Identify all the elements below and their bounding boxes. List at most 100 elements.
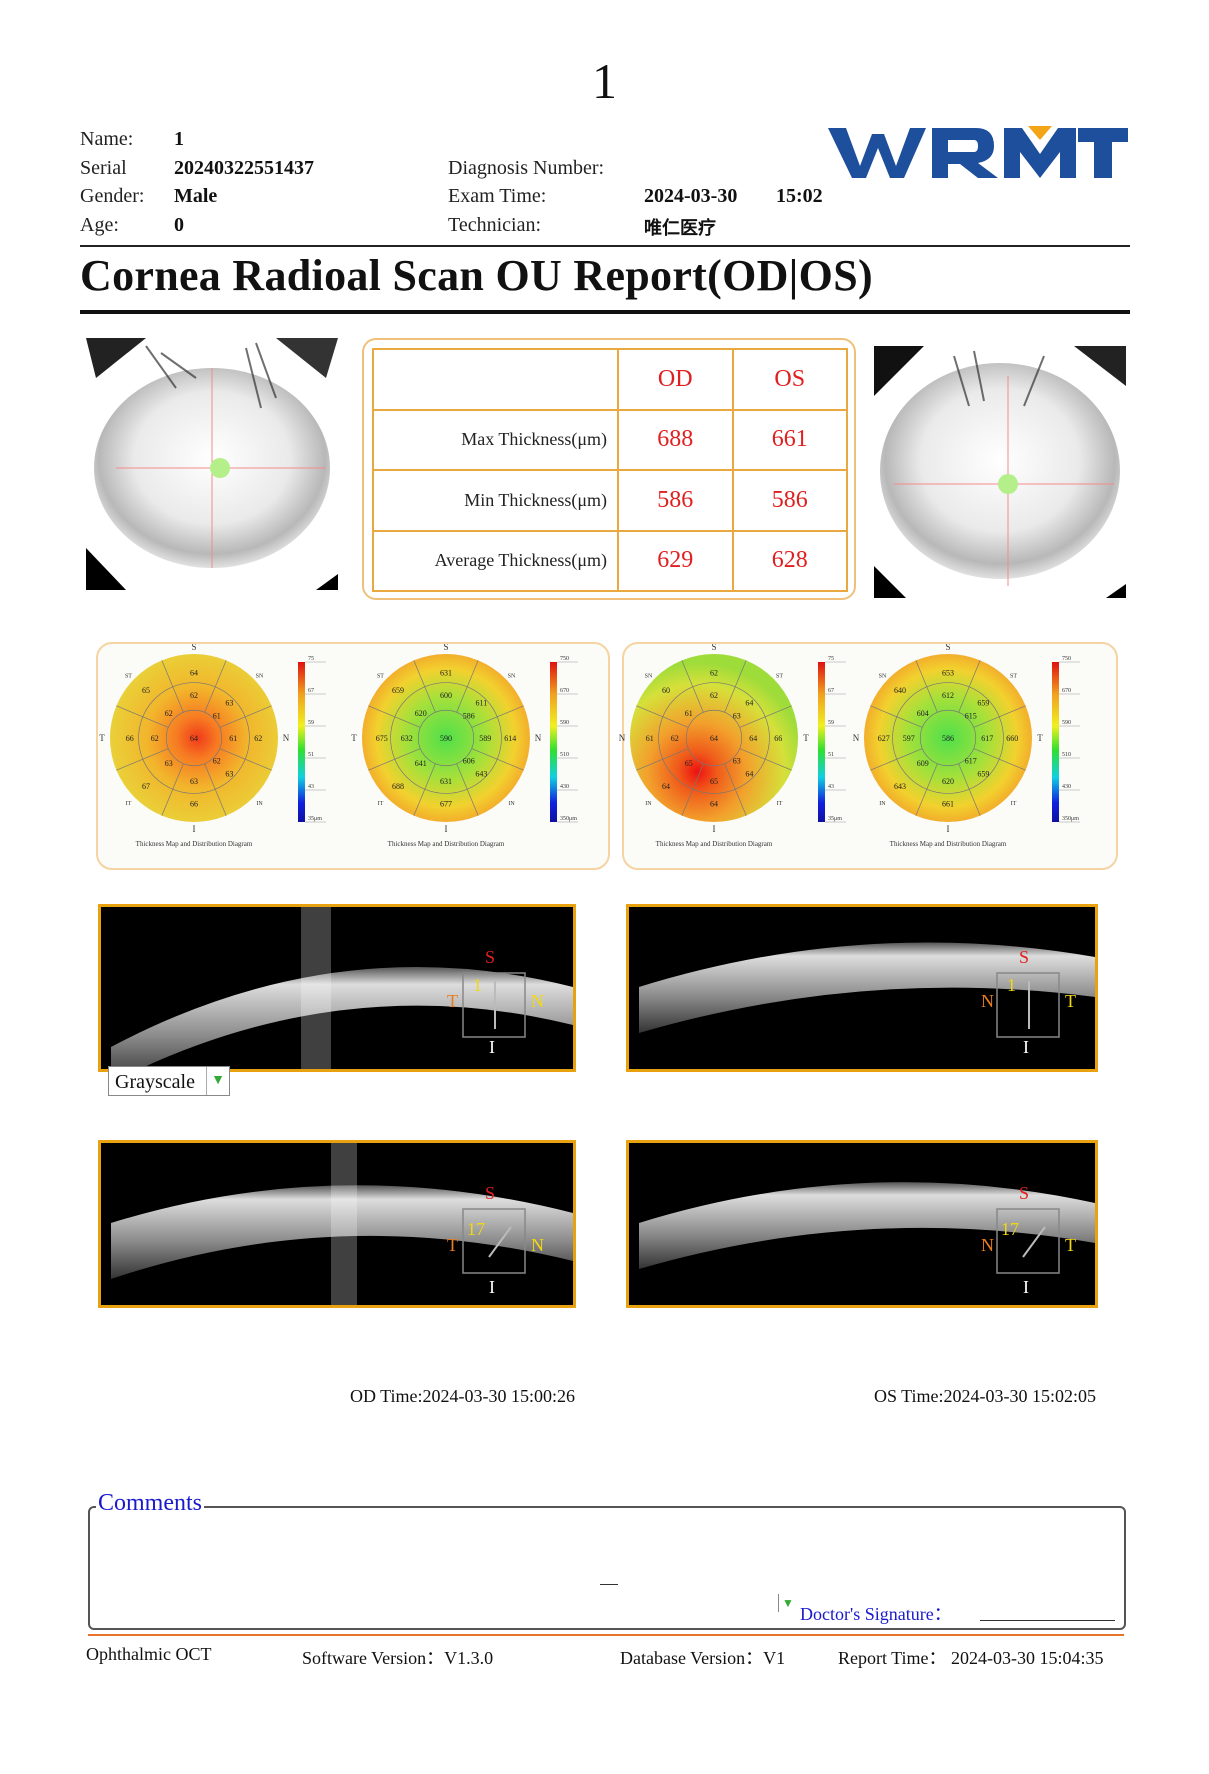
map-value: 609	[917, 759, 929, 768]
map-value: 620	[415, 709, 427, 718]
map-value: 615	[965, 711, 977, 720]
scale-label: 430	[560, 784, 569, 790]
report-title: Cornea Radioal Scan OU Report(OD|OS)	[80, 251, 873, 300]
scale-label: 510	[1062, 752, 1071, 758]
map-spoke	[116, 705, 169, 728]
map-ring	[165, 709, 223, 767]
map-caption: Thickness Map and Distribution Diagram	[656, 840, 773, 848]
map-value: 643	[894, 782, 906, 791]
name-label: Name:	[80, 128, 134, 150]
map-value: 61	[229, 734, 237, 743]
map-caption: Thickness Map and Distribution Diagram	[136, 840, 253, 848]
map-value: 62	[190, 691, 198, 700]
map-value: 61	[646, 734, 654, 743]
scale-label: 43	[828, 784, 834, 790]
od2-s: S	[485, 1183, 495, 1203]
map-spoke	[161, 763, 184, 816]
map-value: 64	[190, 668, 198, 677]
col-od: OD	[617, 348, 734, 411]
map-value: 66	[126, 734, 134, 743]
map-disk	[630, 654, 798, 822]
map-value: 66	[190, 800, 198, 809]
map-quad: ST	[776, 674, 783, 680]
map-value: 62	[165, 709, 173, 718]
od-total-thickness-map	[362, 654, 578, 823]
scale-label: 67	[308, 688, 314, 694]
map-quad: IT	[126, 801, 132, 807]
map-spoke	[204, 763, 227, 816]
min-thickness-os: 586	[731, 469, 848, 532]
os2-i: I	[1023, 1277, 1029, 1297]
min-thickness-od: 586	[617, 469, 734, 532]
od-epi-thickness-map	[110, 654, 326, 823]
map-value: 62	[710, 691, 718, 700]
scale-label: 51	[308, 752, 314, 758]
map-value: 63	[165, 759, 173, 768]
map-dir-left: N	[853, 733, 860, 743]
signature-line[interactable]	[980, 1620, 1115, 1621]
scale-label: 590	[560, 720, 569, 726]
scale-label: 750	[560, 656, 569, 662]
map-dir-i: I	[713, 824, 716, 834]
page-number: 1	[592, 53, 617, 109]
map-value: 606	[463, 757, 475, 766]
map-value: 643	[475, 769, 487, 778]
map-spoke	[915, 660, 938, 713]
od2-index: 17	[467, 1219, 485, 1239]
map-value: 611	[475, 699, 487, 708]
diagnosis-label: Diagnosis Number:	[448, 157, 605, 179]
patient-age: 0	[174, 214, 184, 236]
signature-dropdown-icon[interactable]: ▼	[778, 1594, 797, 1612]
map-value: 617	[965, 757, 977, 766]
os-enface-image	[874, 346, 1126, 598]
map-dir-right: N	[535, 733, 542, 743]
color-scale-bar	[818, 662, 825, 822]
exam-time: 15:02	[776, 185, 823, 207]
technician: 唯仁医疗	[644, 218, 716, 239]
dropdown-arrow-icon[interactable]: ▼	[206, 1067, 229, 1095]
map-spoke	[973, 705, 1026, 728]
map-spoke	[958, 660, 981, 713]
map-value: 632	[401, 734, 413, 743]
map-ring	[658, 682, 770, 794]
technician-label: Technician:	[448, 214, 541, 236]
avg-thickness-od: 629	[617, 529, 734, 592]
map-ring	[417, 709, 475, 767]
map-dir-s: S	[191, 644, 196, 652]
map-spoke	[219, 748, 272, 771]
max-thickness-label: Max Thickness(μm)	[372, 408, 619, 471]
map-spoke	[456, 763, 479, 816]
map-value: 63	[733, 757, 741, 766]
display-mode-select[interactable]: Grayscale ▼	[108, 1066, 230, 1096]
map-value: 659	[977, 769, 989, 778]
map-quad: ST	[1010, 674, 1017, 680]
map-value: 600	[440, 691, 452, 700]
map-spoke	[413, 660, 436, 713]
map-quad: ST	[125, 674, 132, 680]
map-value: 63	[225, 699, 233, 708]
map-dir-left: T	[99, 733, 105, 743]
map-value: 64	[745, 769, 753, 778]
od1-i: I	[489, 1037, 495, 1057]
footer-software: Software Version：V1.3.0	[302, 1648, 494, 1668]
map-value: 659	[392, 686, 404, 695]
map-value: 631	[440, 668, 452, 677]
map-spoke	[413, 763, 436, 816]
od2-n: N	[531, 1235, 544, 1255]
age-label: Age:	[80, 214, 119, 236]
scale-label: 670	[560, 688, 569, 694]
max-thickness-od: 688	[617, 408, 734, 471]
map-value: 61	[213, 711, 221, 720]
scale-label: 43	[308, 784, 314, 790]
map-value: 62	[710, 668, 718, 677]
map-spoke	[219, 705, 272, 728]
map-dir-i: I	[445, 824, 448, 834]
map-value: 62	[213, 757, 221, 766]
map-value: 64	[745, 699, 753, 708]
map-ring	[919, 709, 977, 767]
patient-gender: Male	[174, 185, 218, 207]
map-spoke	[161, 660, 184, 713]
map-value: 62	[151, 734, 159, 743]
comments-box[interactable]	[88, 1506, 1126, 1630]
gender-label: Gender:	[80, 185, 145, 207]
